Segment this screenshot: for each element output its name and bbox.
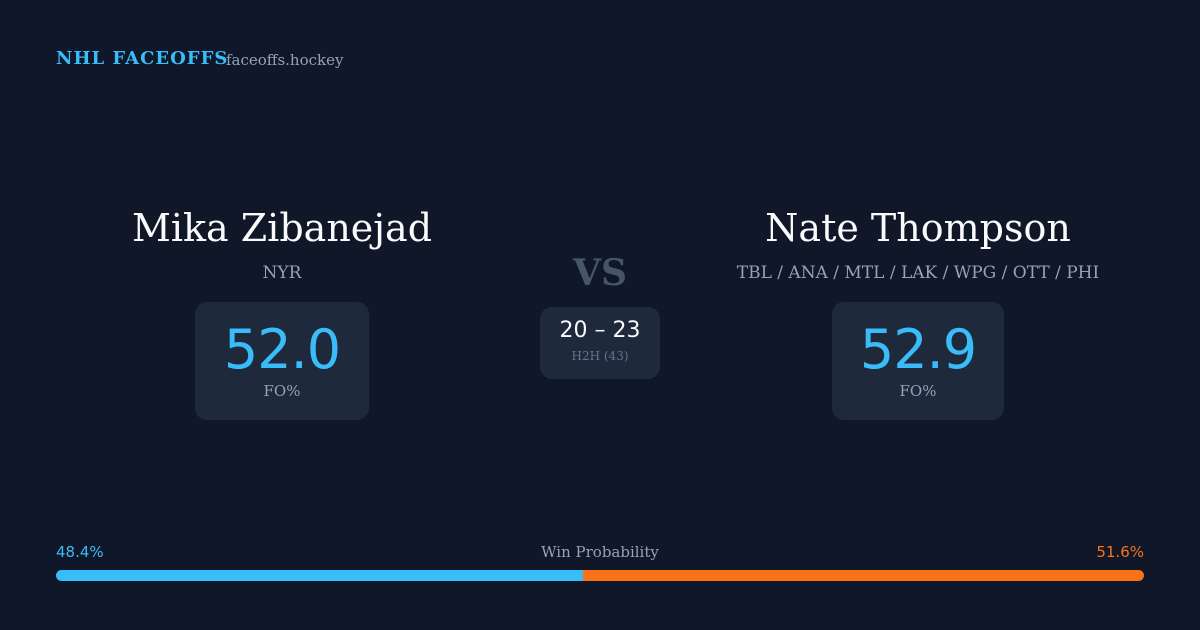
left-segment: [56, 570, 583, 581]
brand: NHL FACEOFFS: [56, 48, 229, 69]
h2h-score: 20 – 23: [559, 318, 641, 343]
h2h-box: [540, 307, 660, 379]
stat-box: [832, 302, 1004, 420]
player-name: Mika Zibanejad: [131, 206, 433, 250]
right-segment: [582, 570, 1144, 581]
player-name: Nate Thompson: [765, 206, 1071, 250]
left-probability: 48.4%: [56, 543, 104, 561]
site: faceoffs.hockey: [226, 51, 344, 69]
stat-label: FO%: [263, 382, 301, 400]
stat-label: FO%: [899, 382, 937, 400]
player-teams: NYR: [262, 263, 302, 283]
player-teams: TBL / ANA / MTL / LAK / WPG / OTT / PHI: [736, 263, 1100, 283]
stat-value: 52.9: [859, 318, 977, 381]
right-probability: 51.6%: [1096, 543, 1144, 561]
stat-value: 52.0: [223, 318, 341, 381]
probability-bar: [56, 570, 1144, 581]
probability-title: Win Probability: [541, 543, 659, 561]
versus: VS: [573, 252, 627, 294]
stat-box: [195, 302, 369, 420]
h2h-label: H2H (43): [571, 349, 629, 363]
